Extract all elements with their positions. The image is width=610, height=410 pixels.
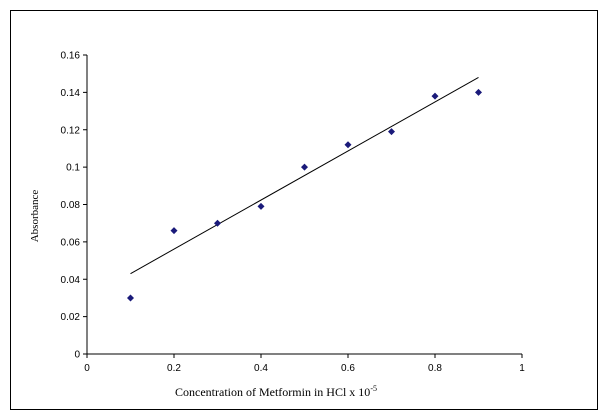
y-tick-label: 0: [74, 350, 80, 361]
data-point: [257, 202, 265, 210]
data-point: [214, 219, 221, 227]
x-axis-title: Concentration of Metformin in HCl x 10-5: [175, 384, 377, 399]
x-axis-title-superscript: -5: [370, 384, 377, 393]
y-tick-label: 0.08: [61, 200, 81, 211]
x-axis: 0 0.2 0.4 0.6 0.8 1: [84, 353, 525, 374]
x-tick-label: 0.8: [428, 363, 442, 374]
x-tick-label: 0.6: [341, 363, 355, 374]
data-point: [475, 88, 482, 96]
data-point: [170, 227, 178, 235]
data-point: [127, 294, 134, 302]
data-points: [127, 88, 482, 302]
y-axis-title: Absorbance: [29, 190, 41, 243]
data-point: [431, 92, 439, 100]
x-tick-label: 0: [84, 363, 90, 374]
y-tick-label: 0.04: [61, 275, 81, 286]
y-tick-label: 0.12: [61, 125, 81, 136]
trendline-group: [130, 76, 479, 275]
y-axis: 0 0.02 0.04 0.06 0.08 0.1 0.12 0.14 0.16: [61, 51, 88, 361]
y-tick-label: 0.06: [61, 237, 81, 248]
x-axis-title-main: Concentration of Metformin in HCl x 10: [175, 385, 370, 399]
x-tick-label: 0.2: [167, 363, 181, 374]
x-tick-label: 0.4: [254, 363, 268, 374]
chart-frame: [10, 10, 598, 410]
y-tick-label: 0.16: [61, 51, 81, 62]
data-point: [344, 141, 352, 149]
y-tick-label: 0.1: [66, 163, 80, 174]
x-tick-label: 1: [519, 363, 525, 374]
y-tick-label: 0.02: [61, 312, 81, 323]
data-point: [301, 163, 308, 171]
y-tick-label: 0.14: [61, 88, 81, 99]
trendline: [130, 76, 479, 275]
data-point: [388, 128, 395, 136]
